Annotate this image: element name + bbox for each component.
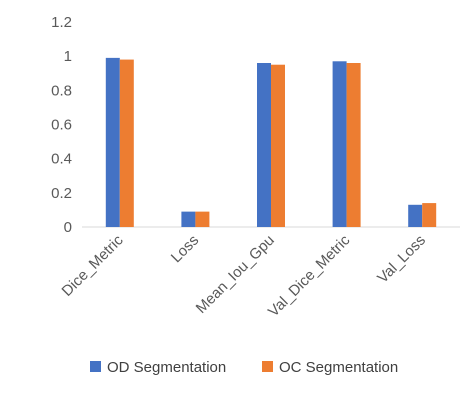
bar-od-loss bbox=[181, 211, 196, 227]
bar-oc-dice-metric bbox=[119, 59, 134, 228]
bar-od-val-dice-metric bbox=[332, 61, 347, 227]
x-category-label: Val_Dice_Metric bbox=[265, 231, 354, 320]
bar-oc-mean-iou-gpu bbox=[271, 64, 285, 227]
x-category-label: Dice_Metric bbox=[59, 231, 127, 299]
legend-label-od: OD Segmentation bbox=[107, 359, 226, 376]
x-category-label: Mean_Iou_Gpu bbox=[193, 232, 278, 317]
bars-group bbox=[105, 57, 437, 228]
y-tick-label: 0.2 bbox=[51, 185, 72, 202]
category-labels: Dice_Metric LossMean_Iou_GpuVal_Dice_Metr… bbox=[59, 231, 429, 320]
x-category-label: Loss bbox=[168, 232, 202, 266]
bar-oc-loss bbox=[195, 211, 210, 227]
y-axis-ticks: 0 0.2 0.4 0.6 0.8 1 1.2 bbox=[51, 14, 72, 236]
y-tick-label: 0.4 bbox=[51, 151, 72, 168]
bar-od-val-loss bbox=[408, 204, 423, 227]
y-tick-label: 0 bbox=[64, 219, 72, 236]
legend: OD Segmentation OC Segmentation bbox=[90, 359, 398, 376]
x-category-label: Val_Loss bbox=[374, 232, 429, 287]
bar-oc-val-dice-metric bbox=[346, 63, 361, 227]
bar-oc-val-loss bbox=[422, 203, 437, 227]
y-tick-label: 0.8 bbox=[51, 82, 72, 99]
y-tick-label: 1.2 bbox=[51, 14, 72, 31]
y-tick-label: 0.6 bbox=[51, 117, 72, 134]
legend-label-oc: OC Segmentation bbox=[279, 359, 398, 376]
bar-od-dice-metric bbox=[105, 57, 120, 227]
legend-swatch-od bbox=[90, 361, 101, 372]
y-tick-label: 1 bbox=[64, 48, 72, 65]
bar-od-mean-iou-gpu bbox=[257, 63, 271, 227]
legend-swatch-oc bbox=[262, 361, 273, 372]
